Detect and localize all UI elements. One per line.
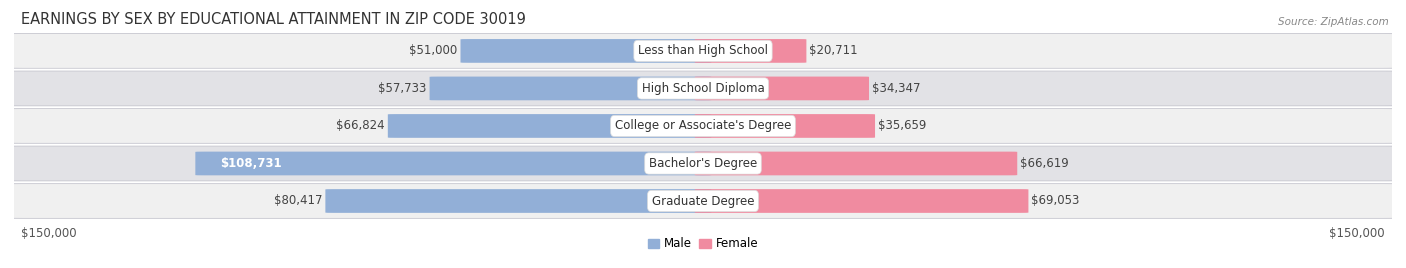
Text: Graduate Degree: Graduate Degree bbox=[652, 195, 754, 207]
FancyBboxPatch shape bbox=[0, 108, 1406, 144]
FancyBboxPatch shape bbox=[695, 114, 875, 138]
FancyBboxPatch shape bbox=[695, 152, 1018, 175]
FancyBboxPatch shape bbox=[6, 34, 1400, 68]
FancyBboxPatch shape bbox=[0, 146, 1406, 181]
Text: $150,000: $150,000 bbox=[21, 226, 76, 240]
Text: $34,347: $34,347 bbox=[872, 82, 921, 95]
FancyBboxPatch shape bbox=[695, 39, 807, 63]
Text: $69,053: $69,053 bbox=[1031, 195, 1080, 207]
FancyBboxPatch shape bbox=[195, 152, 711, 175]
FancyBboxPatch shape bbox=[6, 184, 1400, 218]
Text: College or Associate's Degree: College or Associate's Degree bbox=[614, 120, 792, 132]
Text: EARNINGS BY SEX BY EDUCATIONAL ATTAINMENT IN ZIP CODE 30019: EARNINGS BY SEX BY EDUCATIONAL ATTAINMEN… bbox=[21, 12, 526, 27]
FancyBboxPatch shape bbox=[461, 39, 711, 63]
Text: Bachelor's Degree: Bachelor's Degree bbox=[650, 157, 756, 170]
FancyBboxPatch shape bbox=[430, 77, 711, 100]
FancyBboxPatch shape bbox=[0, 33, 1406, 69]
Text: Source: ZipAtlas.com: Source: ZipAtlas.com bbox=[1278, 17, 1389, 27]
Text: $35,659: $35,659 bbox=[877, 120, 927, 132]
Text: $66,824: $66,824 bbox=[336, 120, 385, 132]
FancyBboxPatch shape bbox=[6, 72, 1400, 105]
Text: High School Diploma: High School Diploma bbox=[641, 82, 765, 95]
Text: $150,000: $150,000 bbox=[1330, 226, 1385, 240]
Legend: Male, Female: Male, Female bbox=[643, 233, 763, 255]
Text: $80,417: $80,417 bbox=[274, 195, 322, 207]
Text: $66,619: $66,619 bbox=[1019, 157, 1069, 170]
FancyBboxPatch shape bbox=[325, 189, 711, 213]
FancyBboxPatch shape bbox=[0, 183, 1406, 219]
FancyBboxPatch shape bbox=[695, 77, 869, 100]
FancyBboxPatch shape bbox=[695, 189, 1028, 213]
Text: $51,000: $51,000 bbox=[409, 44, 458, 57]
FancyBboxPatch shape bbox=[0, 70, 1406, 106]
Text: Less than High School: Less than High School bbox=[638, 44, 768, 57]
Text: $57,733: $57,733 bbox=[378, 82, 427, 95]
FancyBboxPatch shape bbox=[6, 147, 1400, 180]
Text: $20,711: $20,711 bbox=[808, 44, 858, 57]
Text: $108,731: $108,731 bbox=[221, 157, 281, 170]
FancyBboxPatch shape bbox=[6, 109, 1400, 143]
FancyBboxPatch shape bbox=[388, 114, 711, 138]
